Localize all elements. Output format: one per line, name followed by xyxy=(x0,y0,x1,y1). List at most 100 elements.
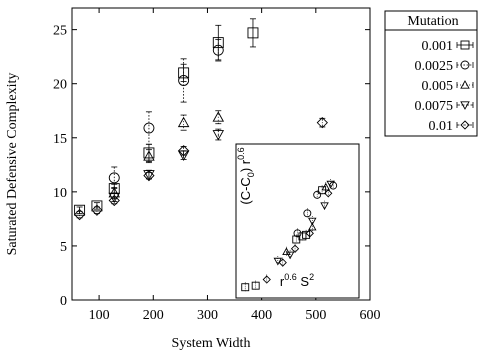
data-point xyxy=(143,147,155,159)
diamond-marker xyxy=(177,145,190,157)
data-point xyxy=(212,44,224,56)
square-marker xyxy=(143,147,155,159)
inset-data-point xyxy=(251,280,260,291)
diamond-marker xyxy=(305,229,314,238)
data-point xyxy=(108,172,120,184)
inset-x-label-part: 2 xyxy=(309,272,314,282)
legend-entry-0.005: 0.005 xyxy=(422,79,474,94)
inset-data-point xyxy=(241,282,250,293)
error-bar xyxy=(319,117,326,128)
error-bar xyxy=(145,111,152,145)
legend-entry-0.001: 0.001 xyxy=(422,39,474,54)
data-point xyxy=(212,130,225,141)
legend-frame xyxy=(384,10,478,137)
diamond-marker xyxy=(316,117,328,129)
inset-marker xyxy=(241,283,250,292)
series-0.0075 xyxy=(108,128,225,204)
circle-marker xyxy=(313,190,322,199)
diamond-marker xyxy=(91,204,103,216)
square-marker xyxy=(247,27,259,39)
square-marker xyxy=(251,281,260,290)
error-bar xyxy=(145,149,152,164)
series-0.0025 xyxy=(108,38,224,190)
data-point xyxy=(177,116,190,128)
square-marker xyxy=(91,200,103,212)
inset-marker xyxy=(324,189,333,198)
error-bar xyxy=(180,146,187,156)
inset-y-label-part: 0.6 xyxy=(236,147,246,160)
triangle-up-marker xyxy=(460,80,470,89)
legend-label: 0.01 xyxy=(429,119,454,134)
y-tick-label: 5 xyxy=(60,240,67,255)
plot-frame xyxy=(71,7,371,301)
circle-marker xyxy=(460,60,470,70)
data-point xyxy=(91,200,103,212)
square-marker xyxy=(212,37,224,49)
x-tick-label: 200 xyxy=(143,308,164,323)
circle-marker xyxy=(108,172,120,184)
x-tick-label: 500 xyxy=(305,308,326,323)
series-0.005 xyxy=(108,110,225,199)
legend-marker xyxy=(460,101,470,110)
inset-marker xyxy=(273,257,283,266)
data-point xyxy=(74,204,86,216)
triangle-up-marker xyxy=(307,222,317,231)
inset-data-point xyxy=(329,180,338,191)
error-bar xyxy=(215,110,222,125)
circle-marker xyxy=(178,75,190,86)
inset-marker xyxy=(320,202,329,211)
diamond-marker xyxy=(324,189,333,198)
inset-data-point xyxy=(305,228,314,239)
data-point xyxy=(247,27,259,39)
square-marker xyxy=(74,204,86,216)
data-point xyxy=(177,145,190,157)
inset-marker xyxy=(307,217,317,226)
data-point xyxy=(212,111,225,122)
inset-x-label: r0.6 S2 xyxy=(280,272,314,289)
legend-entry-0.0025: 0.0025 xyxy=(415,59,474,74)
y-axis-label: Saturated Defensive Complexity xyxy=(5,73,20,256)
triangle-down-marker xyxy=(273,257,283,266)
data-point xyxy=(316,117,328,129)
inset-data-point xyxy=(326,179,335,190)
error-bar xyxy=(180,58,187,103)
circle-marker xyxy=(212,44,224,56)
inset-marker xyxy=(321,182,331,191)
inset-marker xyxy=(305,229,314,238)
data-point xyxy=(178,75,190,86)
inset-marker xyxy=(303,209,312,218)
diamond-marker xyxy=(290,244,300,253)
data-point xyxy=(143,122,155,134)
legend-label: 0.001 xyxy=(422,39,454,54)
y-tick-label: 0 xyxy=(60,294,67,309)
inset-data-point xyxy=(303,208,312,219)
inset-marker xyxy=(285,251,295,260)
inset-marker xyxy=(278,258,287,267)
legend-marker xyxy=(460,60,470,70)
triangle-down-marker xyxy=(212,130,225,141)
inset-marker xyxy=(262,275,271,284)
inset-x-label-part: r xyxy=(280,274,285,289)
inset-data-point xyxy=(307,216,317,226)
legend-marker xyxy=(460,120,470,130)
diamond-marker xyxy=(143,169,155,182)
error-bar xyxy=(180,114,187,131)
inset-marker xyxy=(313,190,322,199)
inset-marker xyxy=(282,247,291,256)
x-tick-label: 100 xyxy=(89,308,110,323)
main-plot xyxy=(73,18,328,221)
inset-y-label: (C-C0) r0.6 xyxy=(236,147,256,204)
inset-plot: r0.6 S2 (C-C0) r0.6 xyxy=(235,143,360,299)
inset-data-point xyxy=(285,249,295,260)
legend-entries: 0.001 0.0025 0.005 0.0075 0.01 xyxy=(415,39,474,134)
square-marker xyxy=(178,67,190,79)
square-marker xyxy=(460,40,470,50)
legend-label: 0.005 xyxy=(422,79,454,94)
triangle-up-marker xyxy=(177,116,190,128)
y-tick-label: 15 xyxy=(53,132,67,147)
circle-marker xyxy=(303,209,312,218)
inset-marker xyxy=(307,222,317,231)
triangle-down-marker xyxy=(307,217,317,226)
triangle-down-marker xyxy=(460,101,470,110)
series-0.01 xyxy=(73,117,328,221)
